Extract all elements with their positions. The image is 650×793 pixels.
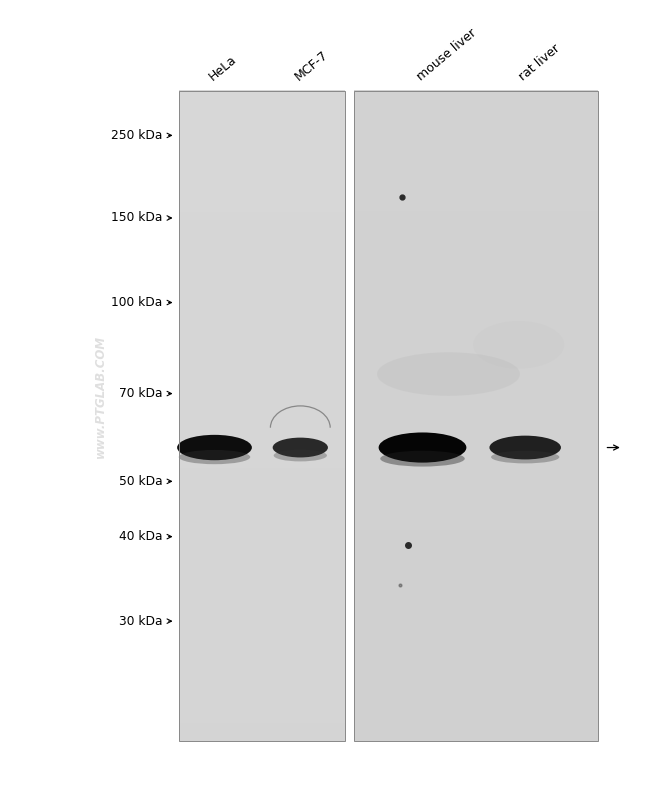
Ellipse shape bbox=[491, 450, 559, 463]
Text: rat liver: rat liver bbox=[517, 42, 563, 83]
Ellipse shape bbox=[473, 321, 564, 369]
Text: 150 kDa: 150 kDa bbox=[111, 212, 162, 224]
Text: mouse liver: mouse liver bbox=[414, 26, 478, 83]
Text: 50 kDa: 50 kDa bbox=[119, 475, 162, 488]
Ellipse shape bbox=[177, 435, 252, 460]
Ellipse shape bbox=[179, 450, 250, 464]
Text: 30 kDa: 30 kDa bbox=[119, 615, 162, 627]
Ellipse shape bbox=[380, 450, 465, 466]
Ellipse shape bbox=[378, 432, 467, 462]
Text: MCF-7: MCF-7 bbox=[292, 48, 330, 83]
Bar bbox=[179, 91, 344, 741]
Text: www.PTGLAB.COM: www.PTGLAB.COM bbox=[94, 335, 107, 458]
Text: 250 kDa: 250 kDa bbox=[111, 129, 162, 142]
Ellipse shape bbox=[274, 450, 327, 462]
Text: 40 kDa: 40 kDa bbox=[119, 531, 162, 543]
Ellipse shape bbox=[273, 438, 328, 458]
Text: 100 kDa: 100 kDa bbox=[111, 296, 162, 309]
Ellipse shape bbox=[377, 352, 520, 396]
Bar bbox=[354, 91, 598, 741]
Text: HeLa: HeLa bbox=[206, 53, 239, 83]
Text: 70 kDa: 70 kDa bbox=[119, 387, 162, 400]
Ellipse shape bbox=[489, 435, 561, 459]
